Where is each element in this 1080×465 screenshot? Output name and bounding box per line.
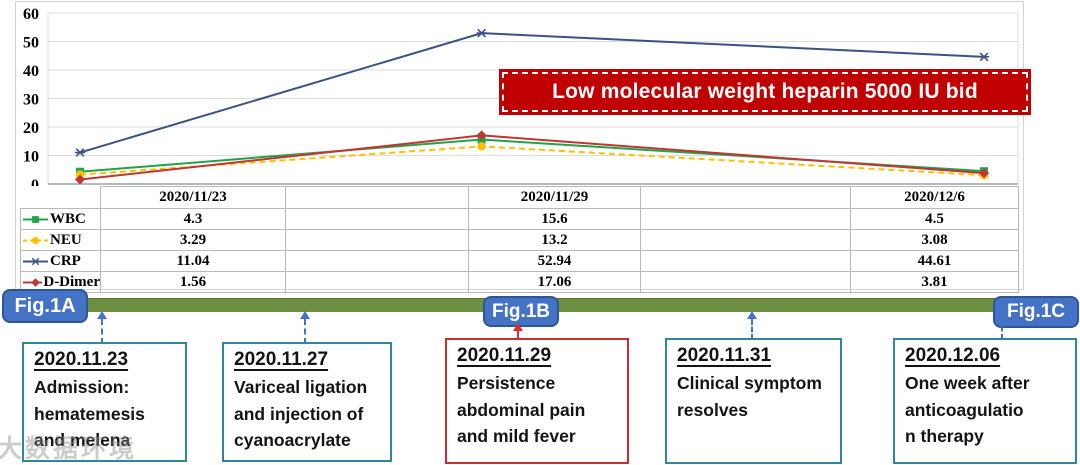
legend-cell: CRP [20,250,101,272]
date-header-cell: 2020/11/23 [100,186,286,209]
legend-CRP-marker-icon [23,257,48,265]
spacer-cell [285,229,469,251]
svg-text:50: 50 [23,35,39,52]
table-row: D-Dimer 1.56 17.06 3.81 [20,271,1019,293]
value-cell: 11.04 [100,250,286,272]
event-date: 2020.12.06 [905,345,1001,366]
spacer-cell [285,271,469,293]
spacer-cell [285,208,469,230]
event-date: 2020.11.27 [234,349,329,370]
legend-cell: WBC [20,208,101,230]
event-text-line: One week after [905,373,1030,393]
spacer-cell [285,250,469,272]
svg-text:0: 0 [31,177,39,186]
event-date: 2020.11.23 [34,349,129,370]
lab-values-line-chart: 0 10 20 30 40 50 60 [23,6,1019,186]
legend-label: NEU [50,231,82,248]
svg-text:60: 60 [23,6,39,23]
table-corner-cell [20,186,101,209]
svg-text:40: 40 [23,63,39,80]
fig-1a-text: Fig.1A [14,294,76,317]
fig-1c-label: Fig.1C [993,296,1079,328]
svg-text:20: 20 [23,120,39,137]
event-text-line: Clinical symptom [677,373,822,393]
legend-label: D-Dimer [43,273,100,290]
svg-text:10: 10 [23,149,39,166]
fig-1b-label: Fig.1B [483,296,559,327]
value-cell: 4.3 [100,208,286,230]
event-date: 2020.11.29 [457,345,552,366]
fig-1b-text: Fig.1B [491,300,551,322]
value-cell: 13.2 [468,229,641,251]
event-date: 2020.11.31 [677,345,772,366]
heparin-treatment-banner: Low molecular weight heparin 5000 IU bid [502,72,1028,112]
date-header-cell: 2020/12/6 [850,186,1019,209]
value-cell: 1.56 [100,271,286,293]
event-text-line: cyanoacrylate [234,430,351,451]
legend-cell: D-Dimer [20,271,101,293]
legend-WBC-marker-icon [23,215,48,223]
legend-NEU-marker-icon [23,236,48,244]
event-text-line: abdominal pain [457,399,586,420]
table-row: NEU 3.29 13.2 3.08 [20,229,1019,251]
timeline-arrow-2020-12-06-icon [997,309,1007,340]
spacer-cell [285,186,469,209]
event-box-2020-11-31: 2020.11.31 Clinical symptom resolves [665,338,842,464]
event-text-line: and injection of [234,403,364,424]
timeline-arrow-2020-11-23-icon [97,311,107,344]
event-text-line: hematemesis [34,403,145,424]
spacer-cell [640,271,851,293]
event-text-line: n therapy [905,426,984,447]
event-text-line: Admission: [34,377,130,397]
date-header-cell: 2020/11/29 [468,186,641,209]
legend-D-Dimer-marker-icon [23,277,43,287]
event-box-2020-11-29: 2020.11.29 Persistence abdominal pain an… [445,338,629,464]
table-row: CRP 11.04 52.94 44.61 [20,250,1019,272]
value-cell: 3.08 [850,229,1019,251]
spacer-cell [640,250,851,272]
legend-cell: NEU [20,229,101,251]
event-text-line: and mild fever [457,426,576,447]
spacer-cell [640,229,851,251]
value-cell: 17.06 [468,271,641,293]
event-text-line: Persistence [457,373,556,393]
legend-label: CRP [50,252,81,269]
event-text-line: and melena [34,430,131,451]
event-box-2020-11-23: 2020.11.23 Admission: hematemesis and me… [22,342,187,462]
fig-1c-text: Fig.1C [1006,301,1066,322]
timeline-arrow-2020-11-27-icon [300,311,310,344]
event-box-2020-12-06: 2020.12.06 One week after anticoagulatio… [893,338,1077,464]
event-box-2020-11-27: 2020.11.27 Variceal ligation and injecti… [222,342,392,462]
fig-1a-label: Fig.1A [2,289,88,323]
legend-label: WBC [50,210,86,227]
value-cell: 15.6 [468,208,641,230]
value-cell: 4.5 [850,208,1019,230]
lab-values-table: 2020/11/23 2020/11/29 2020/12/6 WBC 4.3 15.6 4… [20,186,1019,293]
lab-table-body: 2020/11/23 2020/11/29 2020/12/6 WBC 4.3 15.6 4… [20,186,1019,293]
event-text-line: Variceal ligation [234,377,368,397]
event-text-line: anticoagulatio [905,399,1024,420]
timeline-arrow-2020-11-31-icon [747,311,757,340]
value-cell: 52.94 [468,250,641,272]
timeline-arrow-2020-11-29-icon [513,323,523,340]
spacer-cell [640,186,851,209]
watermark: 大数据环境 [0,435,138,463]
heparin-treatment-banner-label: Low molecular weight heparin 5000 IU bid [552,80,978,103]
spacer-cell [640,208,851,230]
table-header-row: 2020/11/23 2020/11/29 2020/12/6 [20,186,1019,209]
value-cell: 44.61 [850,250,1019,272]
table-row: WBC 4.3 15.6 4.5 [20,208,1019,230]
svg-text:30: 30 [23,92,39,109]
event-text-line: resolves [677,399,749,420]
value-cell: 3.81 [850,271,1019,293]
value-cell: 3.29 [100,229,286,251]
